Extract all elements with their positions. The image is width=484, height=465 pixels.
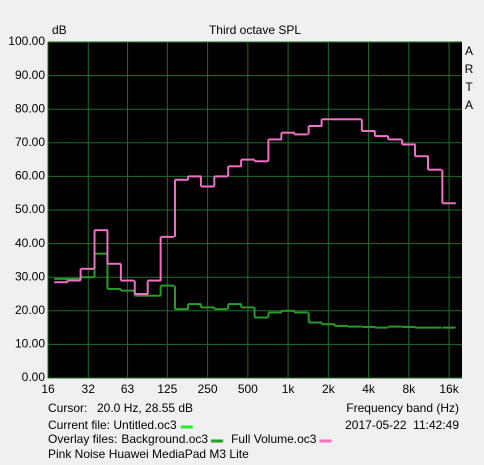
y-tick-label: 50.00: [15, 202, 45, 216]
y-tick-label: 80.00: [15, 101, 45, 115]
x-tick-label: 2k: [322, 382, 336, 396]
x-tick-label: 16k: [439, 382, 459, 396]
y-tick-label: 70.00: [15, 135, 45, 149]
current-file: Current file: Untitled.oc3: [48, 418, 177, 432]
x-axis-label: Frequency band (Hz): [346, 401, 459, 415]
chart-title: Third octave SPL: [209, 23, 301, 37]
y-tick-label: 40.00: [15, 236, 45, 250]
x-tick-label: 125: [157, 382, 177, 396]
brand: ARTA: [462, 44, 476, 116]
y-axis-label: dB: [52, 23, 67, 37]
y-tick-label: 100.00: [8, 34, 45, 48]
legend-label: Full Volume.oc3: [231, 432, 317, 446]
legend-label: Background.oc3: [121, 432, 208, 446]
y-tick-label: 60.00: [15, 169, 45, 183]
x-tick-label: 32: [82, 382, 96, 396]
x-tick-label: 500: [238, 382, 258, 396]
x-tick-label: 250: [198, 382, 218, 396]
x-tick-label: 63: [121, 382, 135, 396]
y-tick-label: 30.00: [15, 269, 45, 283]
y-tick-label: 90.00: [15, 68, 45, 82]
y-tick-label: 10.00: [15, 337, 45, 351]
x-tick-label: 1k: [282, 382, 296, 396]
y-tick-label: 0.00: [22, 370, 46, 384]
note: Pink Noise Huawei MediaPad M3 Lite: [48, 447, 249, 461]
overlay-label: Overlay files:: [48, 432, 117, 446]
timestamp: 2017-05-22 11:42:49: [345, 418, 459, 432]
cursor-label: Cursor:: [48, 401, 87, 415]
y-tick-label: 20.00: [15, 303, 45, 317]
x-tick-label: 16: [41, 382, 55, 396]
x-tick-label: 8k: [402, 382, 416, 396]
cursor-value: 20.0 Hz, 28.55 dB: [97, 401, 193, 415]
x-tick-label: 4k: [362, 382, 376, 396]
